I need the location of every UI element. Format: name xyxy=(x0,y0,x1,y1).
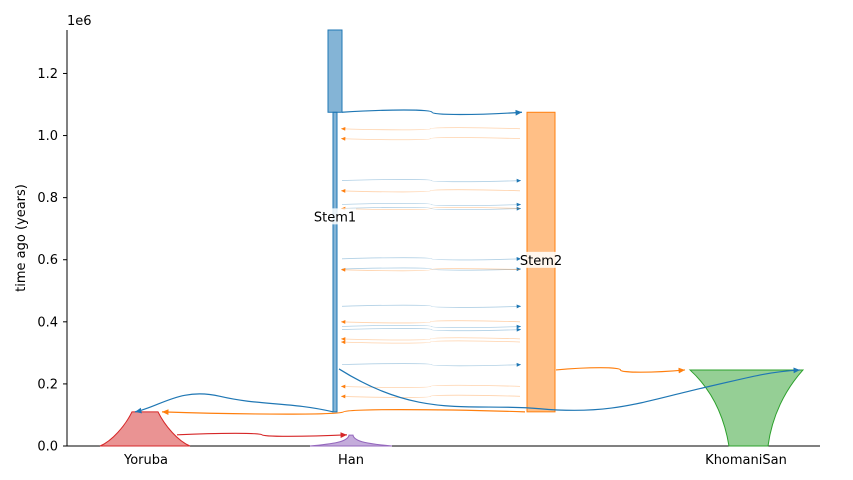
migration-arrow-stem2-to-stem1 xyxy=(340,267,521,272)
y-tick-label: 0.0 xyxy=(37,440,58,455)
migration-arrow-stem1-to-stem2 xyxy=(341,362,522,367)
deme-labels: Stem1 Stem2 Yoruba Han KhomaniSan xyxy=(123,208,787,468)
axes: 1e6 time ago (years) 0.0 0.2 0.4 0.6 0.8 1.0 1… xyxy=(14,14,820,455)
han-deme xyxy=(309,434,393,447)
migration-arrow-stem1-to-stem2 xyxy=(341,206,522,211)
migration-arrow-stem1-to-stem2 xyxy=(341,267,522,272)
split-arrow-stem2-to-yoruba xyxy=(161,409,526,415)
y-ticks: 0.0 0.2 0.4 0.6 0.8 1.0 1.2 xyxy=(37,67,67,455)
migration-arrow-stem1-to-stem2 xyxy=(341,304,522,309)
split-arrows xyxy=(134,109,801,439)
y-axis-label: time ago (years) xyxy=(14,184,29,292)
deme-label-background xyxy=(520,251,562,268)
migration-arrow-stem1-to-stem2 xyxy=(341,327,522,332)
y-tick-label: 0.4 xyxy=(37,315,58,330)
demes xyxy=(99,29,805,447)
split-arrow-stem1-to-khomanisan xyxy=(338,367,801,411)
migration-arrow-stem2-to-stem1 xyxy=(340,136,521,141)
deme-label-han: Han xyxy=(338,453,364,468)
split-arrow-stem1-to-stem2 xyxy=(341,109,523,116)
y-tick-label: 1.0 xyxy=(37,129,58,144)
khomanisan-deme xyxy=(688,369,805,447)
migration-arrow-stem2-to-stem1 xyxy=(340,340,521,345)
migration-arrow-stem2-to-stem1 xyxy=(340,384,521,389)
y-tick-label: 1.2 xyxy=(37,67,58,82)
migration-arrow-stem1-to-stem2 xyxy=(341,178,522,183)
migration-arrow-stem2-to-stem1 xyxy=(340,206,521,211)
y-tick-label: 0.2 xyxy=(37,377,58,392)
migration-arrow-stem1-to-stem2 xyxy=(341,202,522,207)
migration-arrow-stem1-to-stem2 xyxy=(341,324,522,329)
migration-arrow-stem2-to-stem1 xyxy=(340,189,521,193)
migration-arrow-stem2-to-stem1 xyxy=(340,320,521,324)
stem1-ancestral-block xyxy=(327,29,343,113)
deme-label-yoruba: Yoruba xyxy=(123,453,168,468)
y-tick-label: 0.6 xyxy=(37,253,58,268)
split-arrow-stem1-to-yoruba xyxy=(134,393,334,414)
yoruba-deme xyxy=(99,411,191,447)
y-tick-label: 0.8 xyxy=(37,191,58,206)
deme-label-background xyxy=(314,208,356,225)
y-offset-text: 1e6 xyxy=(67,14,92,29)
split-arrow-yoruba-to-han xyxy=(176,432,348,439)
stem1-column xyxy=(332,111,338,413)
migration-arrow-stem2-to-stem1 xyxy=(340,394,521,399)
deme-label-khomanisan: KhomaniSan xyxy=(705,453,787,468)
migration-arrow-stem1-to-stem2 xyxy=(341,257,522,261)
split-arrow-stem2-to-khomanisan xyxy=(555,367,686,374)
migration-arrow-stem2-to-stem1 xyxy=(340,126,521,131)
deme-label-stem2: Stem2 xyxy=(520,254,562,269)
deme-label-stem1: Stem1 xyxy=(314,210,356,225)
migration-arrow-stem2-to-stem1 xyxy=(340,337,521,341)
migration-arrows xyxy=(340,126,522,399)
